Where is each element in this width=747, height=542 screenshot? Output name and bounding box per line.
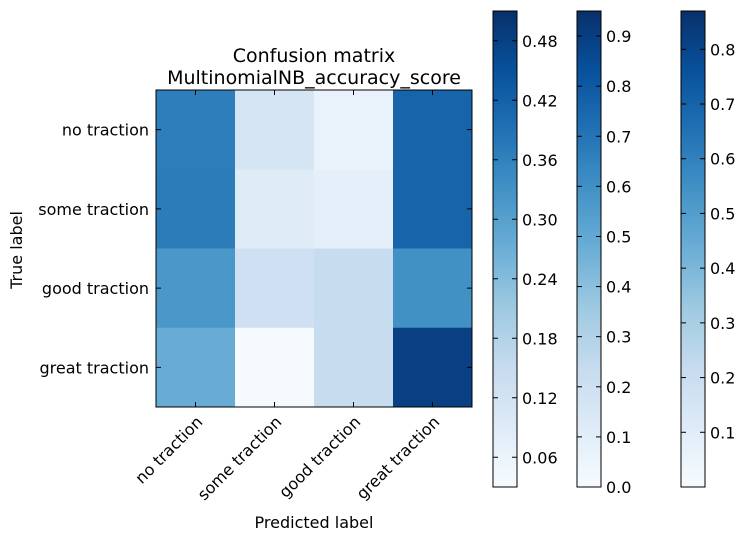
colorbar-gradient — [681, 11, 705, 487]
chart-subtitle: MultinomialNB_accuracy_score — [167, 67, 461, 89]
colorbar-3: 0.1 0.2 0.3 0.4 0.5 0.6 0.7 0.8 — [680, 10, 735, 488]
colorbar-tick-label: 0.3 — [710, 314, 735, 333]
heatmap-cell-r1-c0 — [156, 169, 236, 249]
colorbar-2: 0.0 0.1 0.2 0.3 0.4 0.5 0.6 0.7 0.8 0.9 — [576, 10, 631, 497]
colorbar-tick-label: 0.4 — [710, 259, 735, 278]
colorbar-tick-label: 0.7 — [710, 95, 735, 114]
colorbar-tick-label: 0.12 — [522, 389, 558, 408]
colorbar-frame — [576, 10, 602, 488]
colorbar-tick-label: 0.1 — [710, 423, 735, 442]
y-tick-label: great traction — [40, 358, 150, 377]
colorbar-tick-label: 0.42 — [522, 91, 558, 110]
x-tick-label: good traction — [275, 412, 364, 501]
x-tick-label: some traction — [194, 412, 286, 504]
colorbar-gradient — [577, 11, 601, 487]
heatmap-cell-r2-c3 — [393, 248, 473, 329]
heatmap-cell-r3-c1 — [235, 327, 315, 408]
colorbar-tick-label: 0.4 — [606, 278, 631, 297]
colorbar-tick-label: 0.7 — [606, 127, 631, 146]
colorbar-tick-label: 0.06 — [522, 448, 558, 467]
heatmap-frame — [155, 89, 473, 408]
colorbar-tick-label: 0.0 — [606, 478, 631, 497]
colorbar-tick-label: 0.6 — [710, 150, 735, 169]
colorbar-tick-label: 0.18 — [522, 329, 558, 348]
y-axis-label: True label — [7, 211, 26, 290]
colorbar-tick-label: 0.8 — [710, 40, 735, 59]
colorbar-tick-label: 0.2 — [710, 369, 735, 388]
colorbar-frame — [680, 10, 706, 488]
colorbar-frame — [492, 10, 518, 488]
colorbar-tick-label: 0.2 — [606, 378, 631, 397]
heatmap-cell-r0-c3 — [393, 90, 473, 170]
heatmap-cell-r0-c0 — [156, 90, 236, 170]
colorbar-tick-label: 0.8 — [606, 77, 631, 96]
colorbar-tick-label: 0.36 — [522, 151, 558, 170]
heatmap-cell-r3-c2 — [314, 327, 394, 408]
heatmap-cell-r3-c3 — [393, 327, 473, 408]
heatmap-cell-r1-c3 — [393, 169, 473, 249]
colorbars: 0.060.120.180.240.300.360.420.480.00.10.… — [492, 10, 735, 497]
heatmap-cell-r3-c0 — [156, 327, 236, 408]
heatmap-cell-r1-c1 — [235, 169, 315, 249]
heatmap-cell-r2-c0 — [156, 248, 236, 329]
heatmap-cell-r2-c2 — [314, 248, 394, 329]
x-axis-label: Predicted label — [255, 513, 374, 532]
colorbar-1: 0.06 0.12 0.18 0.24 0.30 0.36 0.42 0.48 — [492, 10, 558, 488]
colorbar-tick-label: 0.48 — [522, 32, 558, 51]
heatmap-cell-r2-c1 — [235, 248, 315, 329]
y-axis-ticks: no traction some traction good traction gre… — [38, 121, 472, 377]
colorbar-tick-label: 0.9 — [606, 27, 631, 46]
x-tick-label: great traction — [352, 412, 443, 503]
colorbar-tick-label: 0.3 — [606, 328, 631, 347]
colorbar-tick-label: 0.5 — [606, 227, 631, 246]
y-tick-label: good traction — [42, 279, 149, 298]
chart-title: Confusion matrix — [233, 45, 395, 67]
colorbar-tick-label: 0.6 — [606, 177, 631, 196]
y-tick-label: some traction — [38, 200, 149, 219]
heatmap-cell-r1-c2 — [314, 169, 394, 249]
colorbar-tick-label: 0.1 — [606, 428, 631, 447]
heatmap-cells — [156, 90, 473, 408]
colorbar-tick-label: 0.5 — [710, 204, 735, 223]
colorbar-tick-label: 0.30 — [522, 210, 558, 229]
colorbar-tick-label: 0.24 — [522, 270, 558, 289]
heatmap-cell-r0-c1 — [235, 90, 315, 170]
x-tick-label: no traction — [131, 412, 206, 487]
colorbar-gradient — [493, 11, 517, 487]
y-tick-label: no traction — [62, 121, 149, 140]
heatmap-cell-r0-c2 — [314, 90, 394, 170]
